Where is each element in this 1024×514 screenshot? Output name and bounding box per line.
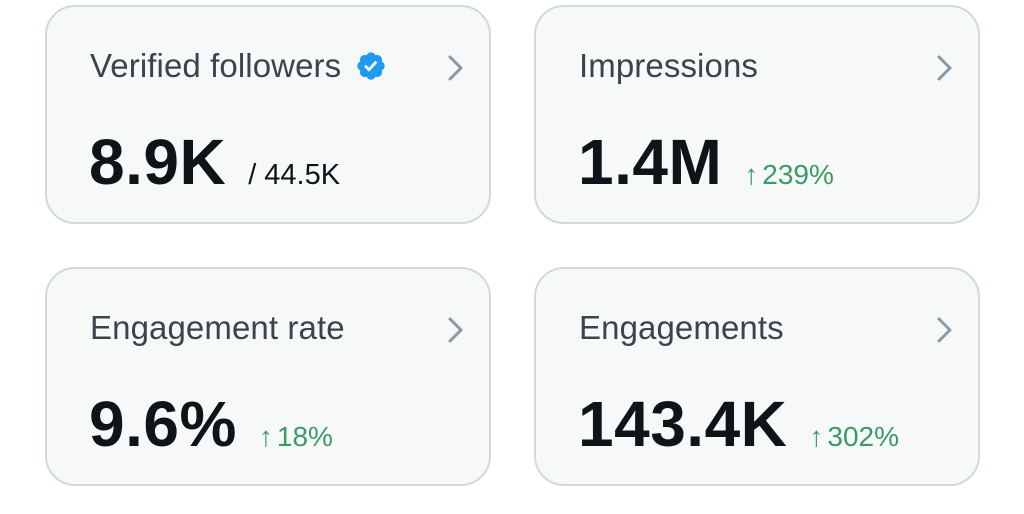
change-percent: 302% bbox=[827, 421, 899, 452]
verified-followers-value: 8.9K bbox=[89, 126, 227, 198]
card-title: Engagement rate bbox=[90, 309, 345, 347]
metric-row: 143.4K ↑ 302% bbox=[578, 387, 899, 461]
impressions-card[interactable]: Impressions 1.4M ↑ 239% bbox=[534, 5, 980, 224]
arrow-up-icon: ↑ bbox=[744, 159, 759, 190]
metric-row: 9.6% ↑ 18% bbox=[89, 387, 333, 461]
chevron-right-icon[interactable] bbox=[445, 53, 467, 83]
card-title: Engagements bbox=[579, 309, 784, 347]
engagement-rate-change: ↑ 18% bbox=[259, 421, 333, 453]
chevron-right-icon[interactable] bbox=[445, 315, 467, 345]
chevron-right-icon[interactable] bbox=[934, 315, 956, 345]
engagement-rate-card[interactable]: Engagement rate 9.6% ↑ 18% bbox=[45, 267, 491, 486]
engagements-card[interactable]: Engagements 143.4K ↑ 302% bbox=[534, 267, 980, 486]
card-title: Impressions bbox=[579, 47, 758, 85]
engagement-rate-label: Engagement rate bbox=[90, 309, 345, 346]
arrow-up-icon: ↑ bbox=[258, 421, 273, 452]
engagement-rate-value: 9.6% bbox=[89, 388, 237, 460]
metric-row: 8.9K / 44.5K bbox=[89, 125, 340, 199]
engagements-value: 143.4K bbox=[578, 388, 788, 460]
total-followers: / 44.5K bbox=[248, 159, 341, 191]
change-percent: 18% bbox=[276, 421, 333, 452]
metric-row: 1.4M ↑ 239% bbox=[578, 125, 834, 199]
impressions-change: ↑ 239% bbox=[744, 159, 834, 191]
chevron-right-icon[interactable] bbox=[934, 53, 956, 83]
impressions-label: Impressions bbox=[579, 47, 758, 84]
arrow-up-icon: ↑ bbox=[809, 421, 824, 452]
impressions-value: 1.4M bbox=[578, 126, 723, 198]
verified-followers-card[interactable]: Verified followers 8.9K / 44.5K bbox=[45, 5, 491, 224]
verified-followers-label: Verified followers bbox=[90, 47, 342, 84]
verified-badge-icon bbox=[357, 52, 385, 80]
card-title: Verified followers bbox=[90, 47, 387, 85]
engagements-label: Engagements bbox=[579, 309, 784, 346]
change-percent: 239% bbox=[762, 159, 834, 190]
engagements-change: ↑ 302% bbox=[809, 421, 899, 453]
